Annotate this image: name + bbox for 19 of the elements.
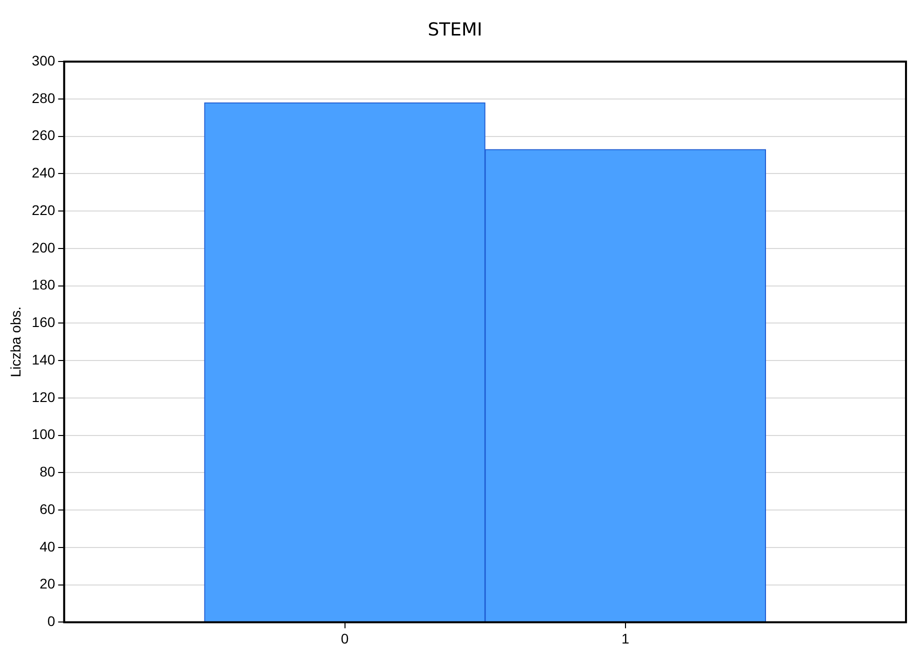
y-tick-label: 120	[32, 388, 56, 405]
y-tick-label: 20	[40, 576, 56, 592]
y-axis-title: Liczba obs.	[7, 306, 24, 378]
y-tick-label: 220	[32, 202, 56, 218]
y-tick-label: 100	[32, 426, 56, 442]
y-tick-label: 0	[47, 613, 56, 630]
y-tick-label: 80	[40, 464, 56, 480]
y-tick-label: 260	[32, 127, 56, 144]
chart-title: STEMI	[428, 19, 482, 40]
y-tick-label: 300	[32, 52, 56, 68]
y-tick-label: 60	[40, 500, 56, 517]
x-tick-label: 1	[621, 630, 630, 646]
y-tick-label: 240	[32, 164, 56, 181]
y-tick-label: 40	[40, 538, 56, 554]
y-tick-label: 280	[32, 90, 56, 106]
y-tick-label: 180	[32, 276, 56, 293]
y-tick-label: 140	[32, 351, 56, 368]
y-tick-label: 200	[32, 239, 56, 256]
y-tick-label: 160	[32, 314, 56, 330]
